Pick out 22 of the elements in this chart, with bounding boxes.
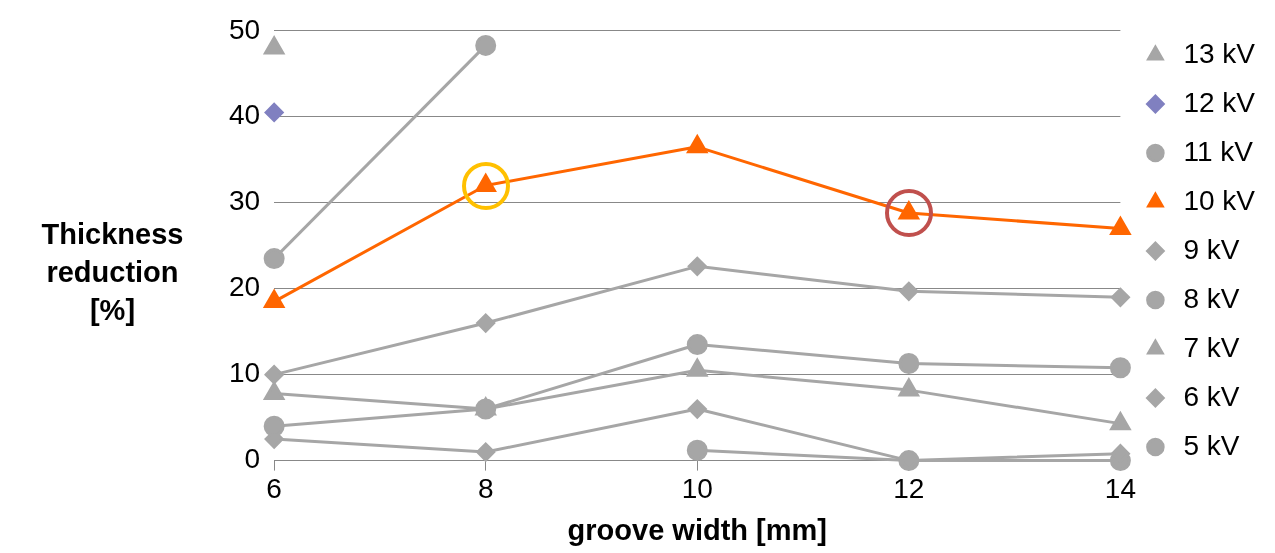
legend-label: 7 kV: [1183, 331, 1240, 363]
y-tick-label: 20: [228, 271, 261, 303]
x-tick-label: 12: [893, 473, 925, 505]
y-tick-label: 30: [228, 185, 261, 217]
x-tick-label: 10: [681, 473, 713, 505]
legend-label: 6 kV: [1183, 380, 1240, 412]
y-tick-label: 10: [228, 357, 261, 389]
legend-label: 13 kV: [1183, 37, 1256, 69]
legend-label: 11 kV: [1183, 135, 1254, 167]
x-axis-title: groove width [mm]: [567, 513, 827, 546]
x-tick-label: 6: [266, 473, 282, 505]
legend-label: 9 kV: [1183, 233, 1240, 265]
legend-label: 12 kV: [1183, 86, 1256, 118]
y-tick-label: 0: [244, 443, 261, 475]
legend-label: 10 kV: [1183, 184, 1256, 216]
x-tick-label: 14: [1104, 473, 1136, 505]
y-tick-label: 50: [228, 13, 261, 45]
legend-label: 5 kV: [1183, 429, 1240, 461]
legend-label: 8 kV: [1183, 282, 1240, 314]
x-tick-label: 8: [477, 473, 494, 505]
y-tick-label: 40: [228, 99, 261, 131]
y-axis-title: Thickness reduction [%]: [40, 217, 185, 328]
